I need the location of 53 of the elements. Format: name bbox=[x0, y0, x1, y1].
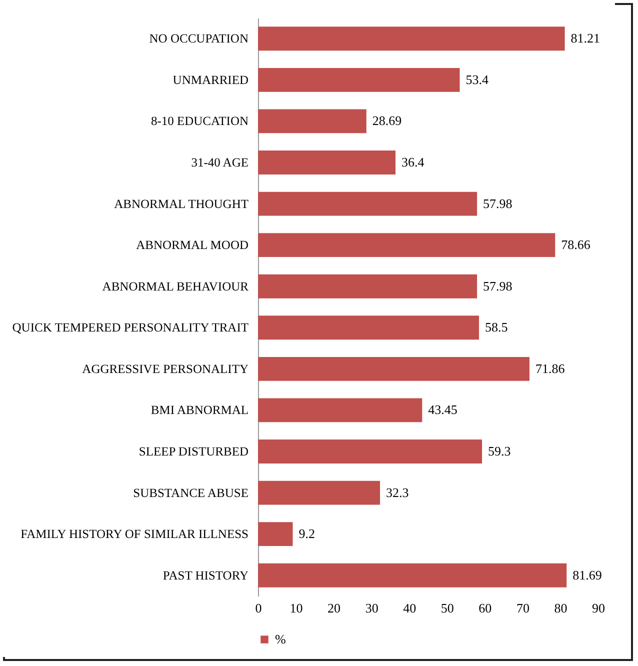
bar bbox=[258, 26, 565, 51]
bar bbox=[258, 316, 479, 340]
bar bbox=[258, 233, 556, 258]
y-tick-label: AGGRESSIVE PERSONALITY bbox=[82, 362, 248, 376]
x-tick-label: 80 bbox=[554, 600, 568, 616]
data-label: 9.2 bbox=[298, 526, 316, 542]
y-tick-label: UNMARRIED bbox=[172, 72, 248, 87]
bar bbox=[258, 522, 293, 546]
y-tick-label: ABNORMAL BEHAVIOUR bbox=[102, 279, 250, 294]
bar bbox=[258, 356, 530, 381]
x-tick-label: 70 bbox=[516, 600, 530, 616]
data-label: 57.98 bbox=[483, 278, 512, 294]
data-label: 59.3 bbox=[488, 444, 511, 458]
data-label: 28.69 bbox=[372, 113, 402, 128]
data-label: 32.3 bbox=[386, 484, 409, 500]
x-tick-label: 0 bbox=[255, 600, 262, 616]
data-label: 81.21 bbox=[570, 30, 600, 46]
y-tick-label: SUBSTANCE ABUSE bbox=[133, 486, 249, 500]
x-tick-label: 50 bbox=[440, 600, 454, 616]
bar bbox=[258, 109, 366, 134]
y-tick-label: 31-40 AGE bbox=[191, 156, 249, 170]
data-label: 71.86 bbox=[535, 360, 566, 376]
bar bbox=[258, 440, 482, 464]
bar bbox=[258, 563, 567, 588]
x-tick-label: 60 bbox=[478, 600, 492, 616]
bar bbox=[258, 150, 396, 174]
y-tick-label: FAMILY HISTORY OF SIMILAR ILLNESS bbox=[20, 527, 249, 542]
y-tick-label: PAST HISTORY bbox=[162, 568, 248, 582]
bar bbox=[258, 398, 422, 422]
y-tick-label: NO OCCUPATION bbox=[149, 32, 248, 46]
data-label: 78.66 bbox=[561, 237, 591, 252]
data-label: 81.69 bbox=[572, 567, 602, 582]
bar bbox=[258, 192, 478, 216]
x-tick-label: 40 bbox=[403, 600, 416, 616]
y-tick-label: ABNORMAL THOUGHT bbox=[114, 196, 249, 211]
y-tick-label: QUICK TEMPERED PERSONALITY TRAIT bbox=[12, 320, 249, 335]
x-tick-label: 20 bbox=[328, 600, 341, 616]
data-label: 36.4 bbox=[402, 154, 425, 170]
data-label: 43.45 bbox=[428, 402, 458, 418]
x-tick-label: 10 bbox=[290, 600, 303, 616]
data-label: 58.5 bbox=[485, 320, 508, 335]
data-label: 53.4 bbox=[466, 72, 489, 87]
legend-label: % bbox=[275, 632, 286, 646]
bar bbox=[258, 274, 478, 298]
y-tick-label: 8-10 EDUCATION bbox=[150, 114, 248, 128]
y-tick-label: BMI ABNORMAL bbox=[150, 403, 248, 418]
data-label: 57.98 bbox=[483, 196, 512, 211]
bar bbox=[258, 480, 380, 505]
y-tick-label: ABNORMAL MOOD bbox=[136, 238, 248, 252]
bar bbox=[258, 68, 460, 92]
x-tick-label: 90 bbox=[592, 600, 605, 616]
x-tick-label: 30 bbox=[365, 600, 378, 616]
y-tick-label: SLEEP DISTURBED bbox=[138, 444, 248, 458]
